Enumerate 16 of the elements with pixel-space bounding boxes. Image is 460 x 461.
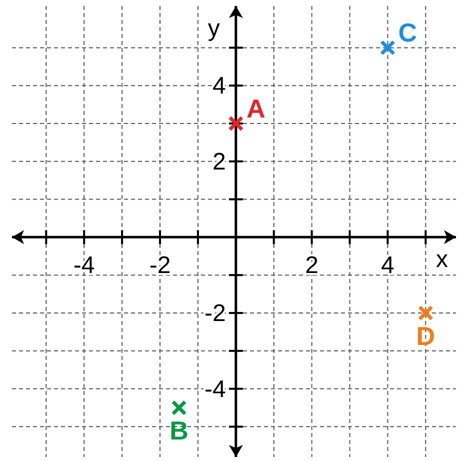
series-label: B bbox=[170, 416, 188, 446]
point bbox=[228, 116, 244, 132]
series-label: A bbox=[246, 93, 266, 124]
point bbox=[418, 305, 434, 321]
point bbox=[171, 400, 187, 416]
point bbox=[380, 40, 396, 56]
x-tick-label: -2 bbox=[149, 252, 171, 280]
y-axis-title: y bbox=[208, 15, 220, 42]
x-tick-label: -4 bbox=[73, 252, 95, 280]
x-axis-title: x bbox=[436, 246, 448, 274]
x-tick-label: 4 bbox=[381, 252, 394, 280]
series-label: C bbox=[398, 18, 418, 48]
x-tick-label: 2 bbox=[305, 252, 318, 280]
y-tick-label: -2 bbox=[204, 300, 226, 327]
series-label: D bbox=[416, 320, 436, 351]
y-tick-label: -4 bbox=[204, 376, 226, 403]
